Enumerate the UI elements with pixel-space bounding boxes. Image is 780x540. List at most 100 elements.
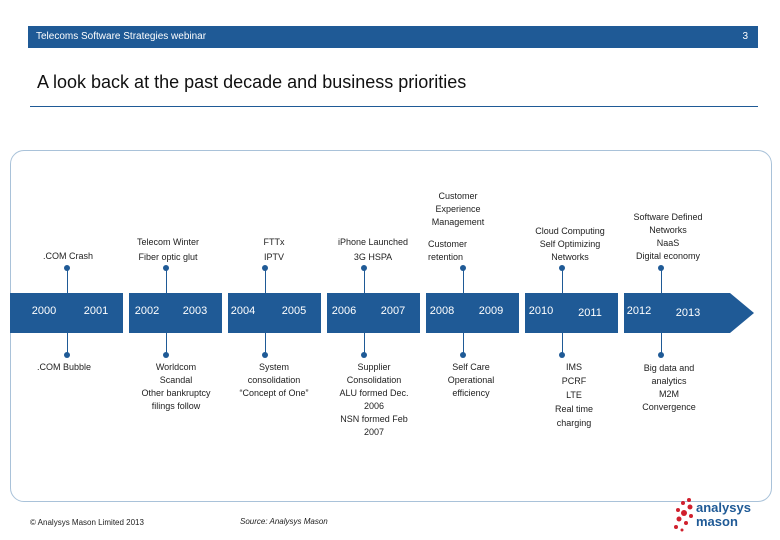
event-line: Real time — [554, 404, 594, 414]
source-note: Source: Analysys Mason — [240, 517, 328, 526]
timeline-segment-5 — [426, 293, 519, 333]
year-label-2007: 2007 — [380, 305, 406, 317]
year-label-2003: 2003 — [182, 305, 208, 317]
connector-dot — [163, 352, 169, 358]
event-line: charging — [556, 418, 592, 428]
logo-word-2: mason — [696, 514, 738, 529]
event-line: Operational — [447, 375, 495, 385]
connector-dotcom-bubble — [67, 333, 68, 355]
connector-dot — [460, 352, 466, 358]
event-line: .COM Crash — [42, 251, 94, 261]
year-label-2009: 2009 — [478, 305, 504, 317]
connector-selfcare — [463, 333, 464, 355]
event-line: analytics — [651, 376, 687, 386]
year-label-2011: 2011 — [578, 307, 602, 319]
timeline-arrow-head — [730, 293, 754, 333]
event-line: Self Optimizing — [539, 239, 601, 249]
connector-sdn — [661, 268, 662, 293]
connector-dot — [262, 265, 268, 271]
connector-dot — [361, 352, 367, 358]
event-line: NaaS — [656, 238, 680, 248]
event-line: retention — [428, 252, 464, 262]
event-dotcom-bubble: .COM Bubble — [37, 361, 91, 374]
event-supplier-consolidation: Supplier Consolidation ALU formed Dec. 2… — [339, 361, 408, 439]
event-dotcom-crash: .COM Crash — [43, 250, 93, 263]
connector-cloud — [562, 268, 563, 293]
connector-iphone — [364, 268, 365, 293]
event-line: Cloud Computing — [535, 226, 605, 236]
event-ims: IMS PCRF LTE Real time charging — [555, 360, 593, 430]
event-line: Digital economy — [635, 251, 701, 261]
title-rule — [30, 106, 758, 107]
event-line: M2M — [658, 389, 679, 399]
timeline-segment-1 — [10, 293, 123, 333]
timeline-segment-2 — [129, 293, 222, 333]
timeline-segment-3 — [228, 293, 321, 333]
year-label-2004: 2004 — [230, 305, 256, 317]
connector-supplier — [364, 333, 365, 355]
event-line: PCRF — [561, 376, 587, 386]
header-title: Telecoms Software Strategies webinar — [36, 31, 207, 42]
event-customer-experience: Customer Experience Management — [432, 190, 485, 229]
event-line: Self Care — [452, 362, 490, 372]
connector-dot — [658, 265, 664, 271]
timeline-band — [10, 293, 762, 333]
event-line: IPTV — [263, 252, 284, 262]
event-line: Other bankruptcy — [141, 388, 211, 398]
year-label-2008: 2008 — [429, 305, 455, 317]
event-line: consolidation — [247, 375, 301, 385]
header-bar: Telecoms Software Strategies webinar 3 — [28, 26, 758, 48]
year-label-2005: 2005 — [281, 305, 307, 317]
connector-fttx — [265, 268, 266, 293]
year-label-2012: 2012 — [626, 305, 652, 317]
event-line: 2007 — [363, 427, 385, 437]
connector-dot — [64, 265, 70, 271]
logo-word-1: analysys — [696, 500, 751, 515]
connector-worldcom — [166, 333, 167, 355]
connector-dot — [559, 265, 565, 271]
event-self-care: Self Care Operational efficiency — [448, 361, 495, 400]
connector-dot — [64, 352, 70, 358]
connector-system — [265, 333, 266, 355]
event-line: Big data and — [643, 363, 695, 373]
event-telecom-winter: Telecom Winter Fiber optic glut — [137, 236, 199, 264]
event-line: “Concept of One” — [239, 388, 309, 398]
event-line: Consolidation — [346, 375, 402, 385]
event-fttx: FTTx IPTV — [264, 236, 285, 264]
connector-dot — [658, 352, 664, 358]
year-label-2013: 2013 — [675, 307, 701, 319]
logo-dots-icon — [674, 498, 693, 532]
year-label-2001: 2001 — [83, 305, 109, 317]
timeline-segment-7 — [624, 293, 730, 333]
event-line: LTE — [566, 390, 582, 400]
event-line: System — [258, 362, 290, 372]
slide-title: A look back at the past decade and busin… — [37, 72, 467, 92]
event-cloud-computing: Cloud Computing Self Optimizing Networks — [535, 225, 605, 264]
event-big-data: Big data and analytics M2M Convergence — [642, 362, 696, 414]
connector-dot — [460, 265, 466, 271]
event-system-consolidation: System consolidation “Concept of One” — [239, 361, 308, 400]
event-line: filings follow — [151, 401, 201, 411]
event-line: 2006 — [363, 401, 385, 411]
event-line: iPhone Launched — [337, 237, 409, 247]
year-label-2010: 2010 — [528, 305, 554, 317]
event-line: Convergence — [642, 402, 696, 412]
event-software-defined: Software Defined Networks NaaS Digital e… — [633, 211, 702, 263]
connector-dot — [163, 265, 169, 271]
event-line: Supplier — [357, 362, 391, 372]
event-line: FTTx — [263, 237, 285, 247]
connector-telecom-winter — [166, 268, 167, 293]
year-label-2002: 2002 — [134, 305, 160, 317]
timeline-segment-4 — [327, 293, 420, 333]
event-line: Management — [431, 217, 485, 227]
event-iphone: iPhone Launched 3G HSPA — [338, 236, 408, 264]
event-line: Networks — [551, 252, 589, 262]
connector-dot — [559, 352, 565, 358]
event-line: Customer — [428, 239, 468, 249]
event-line: Experience — [435, 204, 481, 214]
connector-dotcom-crash — [67, 268, 68, 293]
year-label-2006: 2006 — [331, 305, 357, 317]
connector-customer — [463, 268, 464, 293]
event-line: 3G HSPA — [353, 252, 393, 262]
year-label-2000: 2000 — [31, 305, 57, 317]
